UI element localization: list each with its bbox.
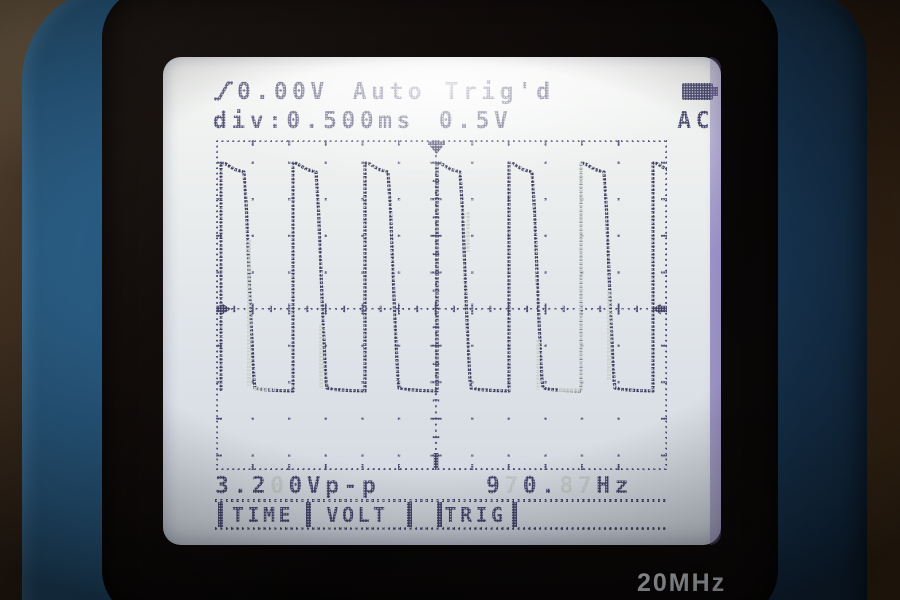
trigger-status: Auto Trig'd (352, 79, 555, 105)
lcd-edge-tint (710, 57, 721, 545)
trigger-level: 0.00V (237, 79, 329, 105)
frequency-measurement: 970.87Hz (486, 473, 633, 499)
status-row: 0.00V Auto Trig'd (163, 79, 771, 108)
menu-separator-bar (407, 502, 412, 527)
vpp-measurement: 3.200Vp-p (215, 473, 381, 499)
trigger-level-marker (433, 453, 439, 468)
lcd-screen: 0.00V Auto Trig'd div:0.500ms 0.5V AC 3.20… (163, 57, 721, 545)
brand-label: 20MHz (637, 569, 727, 597)
waveform-trace (219, 161, 667, 393)
trigger-rising-slope-icon (213, 80, 234, 108)
measurement-row: 3.200Vp-p 970.87Hz (163, 473, 721, 499)
coupling-mode: AC (677, 108, 714, 134)
timebase-value: div:0.500ms (213, 108, 415, 134)
menu-bar: TIME VOLT TRIG (215, 499, 667, 530)
menu-item-trig[interactable]: TRIG (444, 503, 507, 527)
menu-item-volt[interactable]: VOLT (326, 503, 389, 527)
volts-per-div-value: 0.5V (438, 108, 513, 134)
right-edge-marker (661, 305, 667, 313)
oscilloscope-plot (216, 140, 667, 470)
menu-bottom-rule (215, 527, 667, 530)
settings-row: div:0.500ms 0.5V AC (163, 108, 771, 134)
trigger-position-marker (428, 141, 445, 145)
menu-separator-bar (512, 502, 517, 527)
menu-separator-bar (218, 502, 223, 527)
menu-item-time[interactable]: TIME (231, 503, 295, 527)
menu-separator-bar (437, 502, 442, 527)
trigger-position-arrow (429, 145, 444, 154)
battery-icon (682, 83, 718, 100)
menu-separator-bar (306, 502, 311, 527)
waveform-grid (216, 140, 667, 470)
